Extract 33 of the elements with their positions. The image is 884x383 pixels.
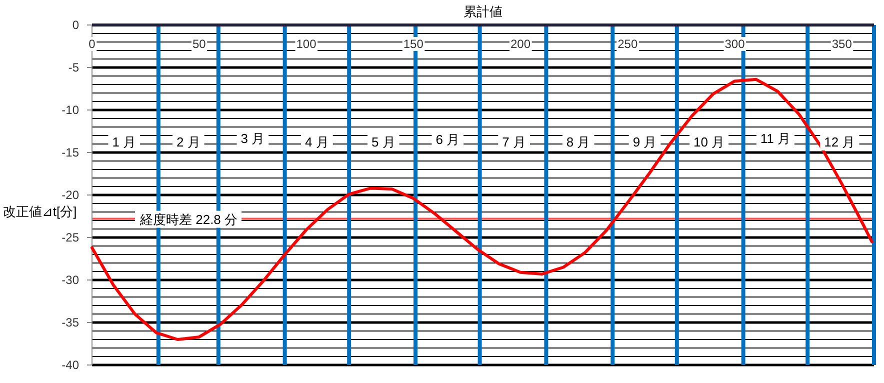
y-tick-label: -15 — [62, 146, 80, 160]
x-axis-title: 累計値 — [464, 4, 502, 19]
x-tick-label: 300 — [724, 37, 746, 51]
y-tick-label: -20 — [62, 188, 80, 202]
y-tick-label: 0 — [72, 18, 80, 32]
annotation: 12 月 — [824, 134, 856, 150]
x-tick-label: 150 — [403, 37, 424, 51]
y-tick-label: -25 — [62, 230, 80, 244]
annotation: 4 月 — [305, 134, 329, 150]
annotation: 10 月 — [693, 134, 725, 150]
y-tick-label: -5 — [68, 60, 80, 74]
x-tick-label: 50 — [192, 37, 206, 51]
x-tick-label: 0 — [88, 37, 96, 51]
y-tick-label: -35 — [62, 316, 80, 330]
line-series — [90, 78, 874, 341]
annotation: 3 月 — [240, 131, 265, 146]
x-tick-label: 250 — [618, 37, 638, 51]
x-tick-label: 100 — [296, 37, 317, 51]
y-axis-title: 改正値⊿t[分] — [3, 204, 77, 219]
x-tick-label: 200 — [510, 37, 531, 51]
y-tick-label: -40 — [62, 358, 80, 372]
annotation: 7 月 — [502, 134, 526, 150]
y-tick-label: -10 — [62, 103, 80, 117]
annotation: 11 月 — [760, 131, 790, 146]
annotation: 8 月 — [566, 134, 590, 150]
annotation: 9 月 — [632, 134, 657, 150]
annotation: 2 月 — [176, 134, 200, 150]
annotation: 6 月 — [436, 132, 460, 147]
y-tick-label: -30 — [62, 273, 80, 287]
annotation: 5 月 — [371, 134, 396, 150]
ref-line-label: 経度時差 22.8 分 — [139, 212, 238, 227]
annotation: 1 月 — [112, 134, 136, 150]
x-tick-label: 350 — [832, 37, 852, 51]
